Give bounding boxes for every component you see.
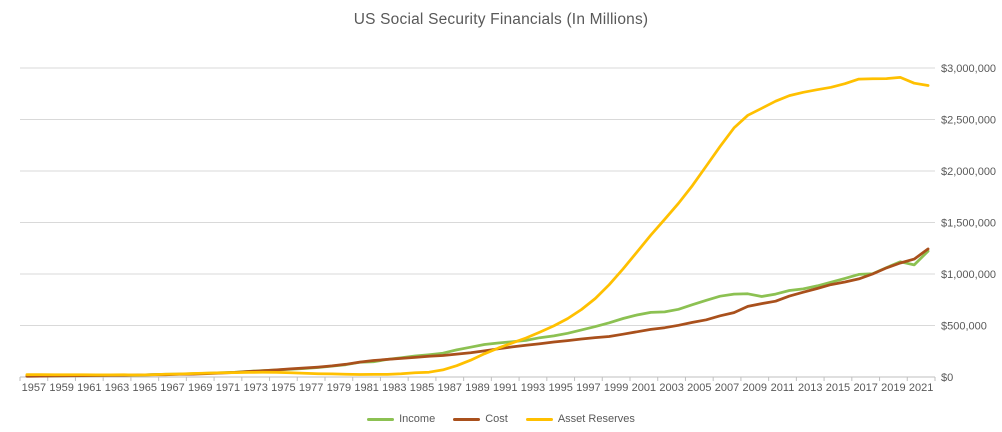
y-axis-tick-label: $0 (941, 372, 953, 384)
x-axis-tick-label: 1967 (160, 382, 184, 394)
x-axis-tick-label: 1973 (243, 382, 267, 394)
income-line-swatch-icon (367, 417, 395, 421)
asset-reserves-line-swatch-icon (525, 417, 553, 421)
legend-item-cost[interactable]: Cost (453, 413, 508, 425)
x-axis-tick-label: 2015 (826, 382, 850, 394)
y-axis-tick-label: $500,000 (941, 321, 987, 333)
series-line-asset-reserves (25, 76, 930, 377)
x-axis-tick-label: 2009 (743, 382, 767, 394)
y-axis-tick-label: $1,000,000 (941, 269, 996, 281)
x-axis-tick-label: 2001 (632, 382, 656, 394)
y-axis-tick-label: $2,000,000 (941, 166, 996, 178)
x-axis-tick-label: 2013 (798, 382, 822, 394)
x-axis-tick-label: 1969 (188, 382, 212, 394)
y-axis-tick-label: $3,000,000 (941, 63, 996, 75)
x-axis-tick-label: 1961 (77, 382, 101, 394)
legend-label-income: Income (399, 413, 436, 425)
x-axis-tick-label: 1989 (465, 382, 489, 394)
chart-title: US Social Security Financials (In Millio… (353, 11, 649, 28)
x-axis-tick-label: 1997 (576, 382, 600, 394)
x-axis-tick-label: 1983 (382, 382, 406, 394)
legend-item-income[interactable]: Income (367, 413, 435, 425)
x-axis-tick-label: 1959 (49, 382, 73, 394)
legend-label-asset-reserves: Asset Reserves (557, 413, 635, 425)
x-axis-tick-label: 1981 (354, 382, 378, 394)
x-axis-tick-label: 1965 (133, 382, 157, 394)
x-axis-tick-label: 1999 (604, 382, 628, 394)
chart-legend: Income Cost Asset Reserves (0, 413, 1002, 425)
x-axis-tick-label: 1993 (521, 382, 545, 394)
x-axis-tick-label: 2019 (881, 382, 905, 394)
cost-line-swatch-icon (453, 417, 481, 421)
x-axis-tick-label: 2003 (659, 382, 683, 394)
y-axis-tick-label: $2,500,000 (941, 115, 996, 127)
x-axis-tick-label: 1987 (438, 382, 462, 394)
x-axis-tick-label: 1957 (22, 382, 46, 394)
x-axis-tick-label: 1991 (493, 382, 517, 394)
x-axis-tick-label: 2007 (715, 382, 739, 394)
legend-item-asset-reserves[interactable]: Asset Reserves (525, 413, 635, 425)
x-axis-tick-label: 2021 (909, 382, 933, 394)
x-axis-tick-label: 1995 (548, 382, 572, 394)
x-axis-tick-label: 1971 (216, 382, 240, 394)
x-axis-tick-label: 1977 (299, 382, 323, 394)
legend-label-cost: Cost (485, 413, 508, 425)
x-axis-tick-label: 1975 (271, 382, 295, 394)
x-axis-tick-label: 1979 (327, 382, 351, 394)
x-axis-tick-label: 2011 (771, 382, 795, 394)
x-axis-tick-label: 1985 (410, 382, 434, 394)
x-axis-tick-label: 2017 (853, 382, 877, 394)
y-axis-tick-label: $1,500,000 (941, 218, 996, 230)
x-axis-tick-label: 1963 (105, 382, 129, 394)
x-axis-tick-label: 2005 (687, 382, 711, 394)
